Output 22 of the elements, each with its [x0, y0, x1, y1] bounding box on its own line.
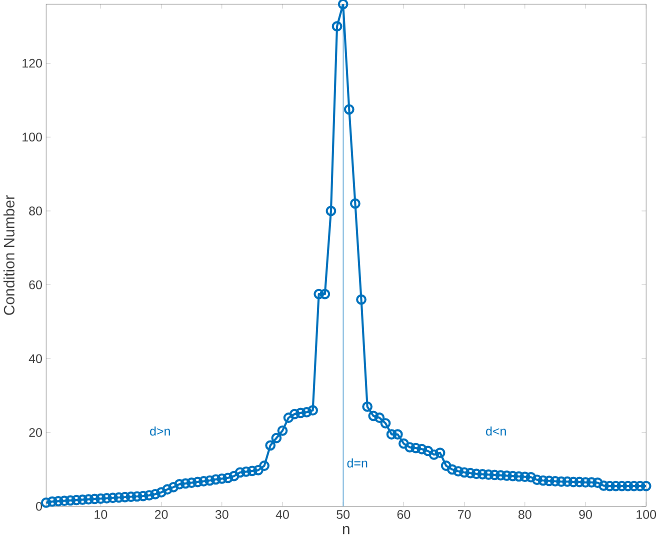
x-tick-label: 80 [518, 510, 532, 520]
x-tick-label: 70 [458, 510, 471, 520]
y-axis-title: Condition Number [3, 195, 14, 316]
y-tick-label: 60 [29, 280, 42, 290]
y-tick-label: 20 [29, 428, 42, 438]
x-tick-label: 50 [336, 510, 350, 520]
x-tick-label: 20 [154, 510, 168, 520]
x-tick-label: 40 [276, 510, 289, 520]
x-tick-label: 30 [215, 510, 228, 520]
ref-line-label: d=n [347, 458, 368, 468]
y-tick-label: 120 [22, 59, 42, 68]
x-tick-label: 90 [579, 510, 592, 520]
annotation: d<n [486, 426, 506, 436]
x-tick-label: 100 [636, 510, 656, 520]
x-axis-title: n [342, 526, 350, 534]
y-tick-label: 40 [28, 354, 42, 364]
x-tick-label: 10 [94, 510, 108, 520]
y-tick-label: 0 [36, 502, 42, 511]
y-tick-label: 100 [22, 132, 42, 142]
annotation: d>n [150, 426, 170, 436]
x-tick-label: 60 [397, 510, 410, 520]
y-tick-label: 80 [29, 206, 42, 216]
